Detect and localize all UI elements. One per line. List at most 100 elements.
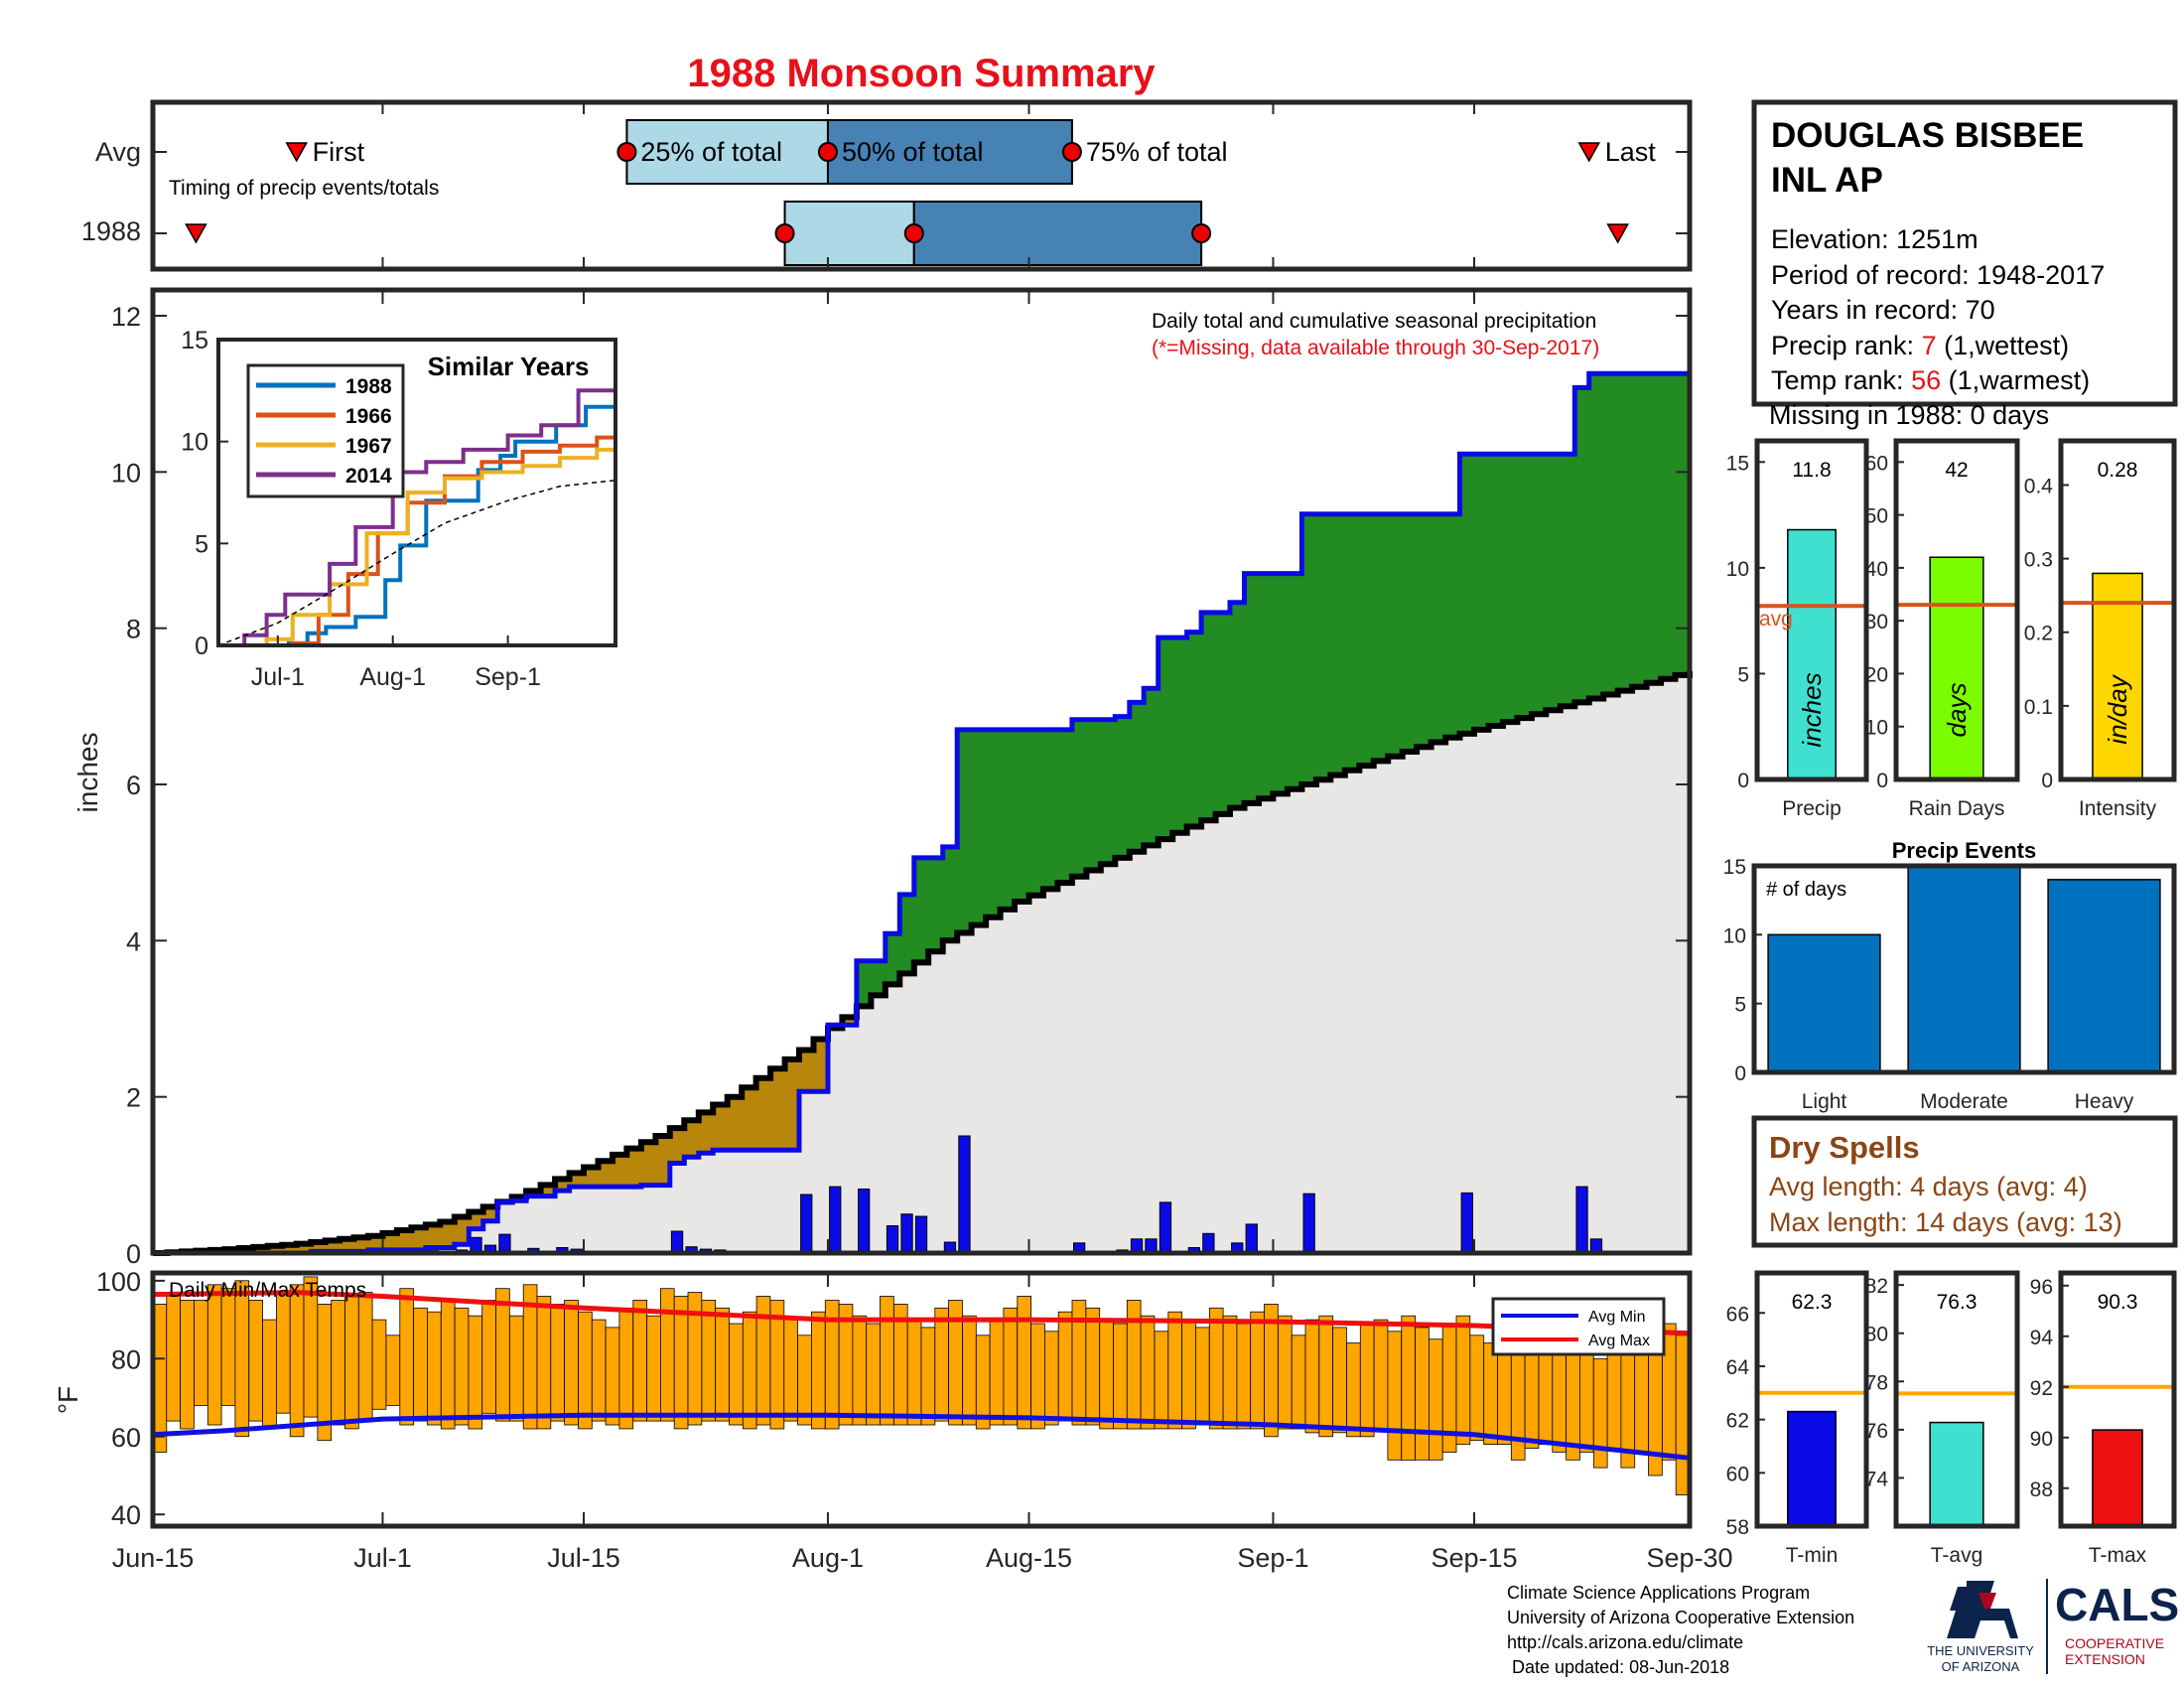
events-y-tick-label: 0 [1734, 1062, 1746, 1085]
surplus-fill-segment [1502, 454, 1518, 722]
daily-precip-bar [958, 1135, 971, 1254]
stat-y-tick-label: 94 [2030, 1327, 2054, 1349]
daily-temp-bar [729, 1323, 744, 1426]
temp-rank-suffix: (1,warmest) [1941, 365, 2090, 395]
deficit-fill-segment [368, 1235, 384, 1250]
daily-temp-bar [1291, 1335, 1306, 1430]
deficit-fill-segment [340, 1238, 355, 1252]
daily-temp-bar [1483, 1342, 1498, 1445]
daily-temp-bar [632, 1300, 647, 1422]
daily-temp-bar [811, 1311, 826, 1430]
deficit-fill-segment [411, 1227, 427, 1250]
events-y-tick-label: 5 [1734, 994, 1746, 1017]
stat-y-tick-label: 5 [1737, 663, 1749, 686]
cumulative-fills [153, 373, 1691, 1253]
legend-label-avg-min: Avg Min [1588, 1309, 1646, 1326]
daily-temp-bar [1373, 1319, 1389, 1430]
inset-legend-label: 1967 [345, 435, 392, 458]
y-tick-label: 6 [126, 771, 141, 800]
percentile-marker [817, 142, 838, 162]
stat-category-label: T-avg [1931, 1544, 1983, 1567]
y-axis-title: inches [72, 733, 103, 813]
stat-y-tick-label: 0 [1737, 770, 1749, 792]
stat-y-tick-label: 30 [1865, 611, 1888, 633]
daily-temp-bar [1538, 1350, 1554, 1446]
daily-temp-bar [468, 1315, 483, 1430]
stat-y-tick-label: 78 [1865, 1371, 1888, 1394]
surplus-fill-segment [957, 729, 973, 933]
cumulative-precip-chart: 0 2 4 6 8 10 12 inches Daily total and cumulat… [72, 287, 1693, 1269]
x-tick-label: Jun-15 [112, 1543, 195, 1573]
deficit-fill-segment [713, 1104, 729, 1151]
deficit-fill-segment [755, 1077, 771, 1151]
timing-row-avg-label: Avg [95, 137, 141, 167]
daily-temp-bar [234, 1280, 250, 1438]
stat-value-label: 62.3 [1792, 1291, 1833, 1314]
stat-unit-label: in/day [2103, 673, 2132, 744]
daily-temp-bar [1236, 1323, 1252, 1430]
daily-temp-bar [1085, 1307, 1101, 1426]
x-tick-label: Jul-15 [547, 1543, 620, 1573]
stat-unit-label: days [1942, 683, 1972, 738]
station-frame [1751, 99, 2178, 407]
dry-spells-box: Dry Spells Avg length: 4 days (avg: 4) M… [1751, 1115, 2178, 1248]
daily-temp-bar [605, 1327, 620, 1426]
surplus-fill-segment [1617, 373, 1633, 691]
surplus-fill-segment [1201, 612, 1217, 821]
surplus-fill-segment [971, 729, 987, 925]
temp-stat-panels: 58 60 62 64 66 62.3 T-min 74 76 78 80 82 76.3 T-avg 88… [1726, 1270, 2177, 1567]
stat-category-label: Rain Days [1909, 797, 2005, 820]
year-cumulative-line [153, 370, 1690, 1256]
daily-precip-bar [1159, 1201, 1172, 1254]
stat-value-label: 42 [1945, 459, 1968, 482]
daily-temp-bar [1415, 1327, 1430, 1461]
daily-temp-bar [413, 1307, 428, 1422]
surplus-fill-segment [1417, 513, 1433, 748]
stat-y-tick-label: 76 [1865, 1420, 1888, 1443]
daily-temp-bar [1030, 1323, 1045, 1430]
station-missing: Missing in 1988: 0 days [1769, 400, 2049, 430]
daily-temp-bar [481, 1300, 496, 1414]
daily-temp-bar [564, 1300, 579, 1426]
percentile-marker [903, 223, 924, 243]
stat-panel-frame [2058, 438, 2177, 782]
daily-temp-bar [852, 1315, 868, 1426]
daily-precip-bar [498, 1233, 511, 1254]
deficit-fill-segment [626, 1148, 642, 1188]
surplus-fill-segment [1057, 729, 1073, 884]
inset-x-tick-label: Sep-1 [475, 663, 541, 691]
precip-event-bar [1767, 933, 1881, 1073]
stat-y-tick-label: 40 [1865, 558, 1888, 581]
deficit-fill-segment [540, 1185, 556, 1196]
deficit-fill-segment [454, 1216, 470, 1245]
station-name-line-1: DOUGLAS BISBEE [1771, 116, 2084, 155]
stat-value-label: 0.28 [2098, 459, 2138, 482]
first-last-marker [1606, 223, 1629, 244]
surplus-fill-segment [1071, 719, 1087, 877]
deficit-fill-segment [655, 1136, 671, 1186]
stat-category-label: Intensity [2079, 797, 2157, 820]
deficit-fill-segment [382, 1232, 398, 1250]
percent-label: 25% of total [640, 137, 782, 167]
y-tick-label: 8 [126, 615, 141, 644]
surplus-fill-segment [1546, 454, 1562, 711]
stat-y-tick-label: 60 [1726, 1463, 1749, 1485]
stat-y-tick-label: 50 [1865, 505, 1888, 528]
daily-temp-bar [275, 1292, 291, 1414]
stat-y-tick-label: 0.1 [2024, 696, 2053, 719]
ua-logo: THE UNIVERSITY OF ARIZONA [1927, 1581, 2034, 1674]
ua-logo-line-1: THE UNIVERSITY [1927, 1643, 2034, 1658]
precip-event-bar [1907, 865, 2021, 1073]
temp-y-axis-title: °F [53, 1386, 83, 1414]
y-tick-label: 12 [111, 302, 141, 332]
daily-temp-bar [1592, 1357, 1608, 1469]
daily-temp-bar [1469, 1335, 1485, 1442]
daily-temp-bar [1167, 1311, 1183, 1430]
stat-y-tick-label: 0.4 [2024, 475, 2054, 497]
daily-temp-bar [399, 1288, 414, 1426]
events-y-tick-label: 10 [1723, 924, 1746, 947]
daily-temp-bar [989, 1319, 1005, 1426]
stat-panel-rain-days: 0 10 20 30 40 50 60 42 Rain Days days [1865, 438, 2020, 820]
inset-x-tick-label: Aug-1 [359, 663, 426, 691]
